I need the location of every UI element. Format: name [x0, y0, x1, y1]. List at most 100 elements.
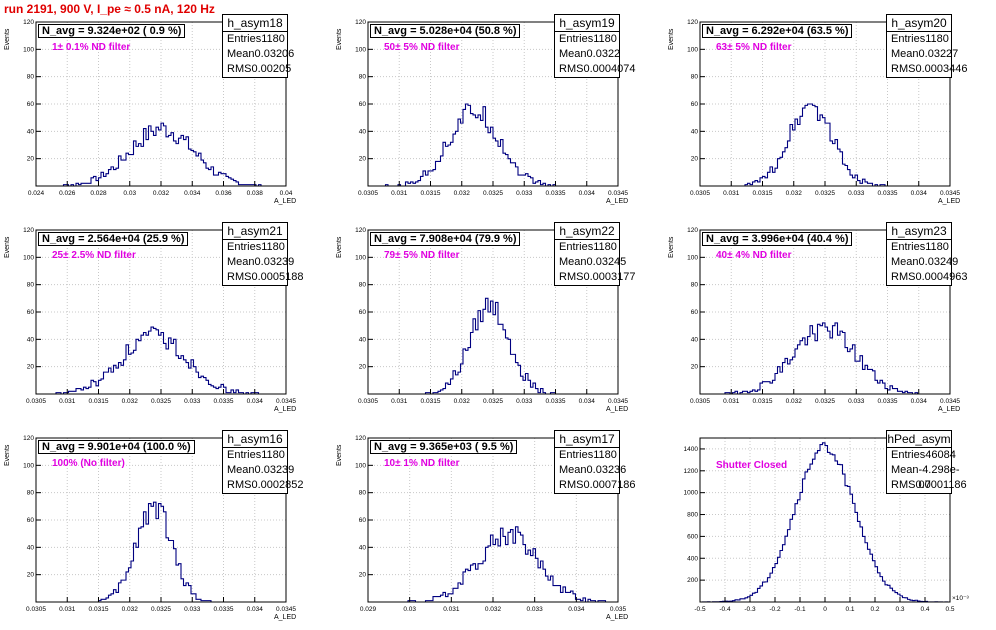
- y-tick-label: 120: [23, 435, 34, 442]
- x-tick-label: 0.032: [786, 190, 803, 197]
- mean-value: 0.03249: [918, 256, 959, 268]
- x-tick-label: 0.0335: [546, 190, 566, 197]
- x-tick-label: 0.0305: [690, 398, 710, 405]
- y-tick-label: 100: [23, 462, 34, 469]
- x-tick-label: 0.034: [911, 398, 928, 405]
- x-tick-label: 0.0315: [753, 190, 773, 197]
- histogram-name: h_asym23: [887, 223, 951, 240]
- x-tick-label: 0.04: [280, 190, 293, 197]
- x-tick-label: 0.033: [527, 606, 544, 613]
- x-tick-label: 0.0315: [89, 398, 109, 405]
- x-axis-label: A_LED: [274, 198, 297, 205]
- entries-value: 1180: [593, 33, 617, 45]
- x-tick-label: 0.031: [723, 398, 740, 405]
- x-tick-label: 0.2: [870, 606, 879, 613]
- filter-label: 79± 5% ND filter: [384, 250, 460, 261]
- x-tick-label: 0.0315: [421, 190, 441, 197]
- y-tick-label: 40: [691, 128, 699, 135]
- histogram-plot: 0.0305 0.031 0.0315 0.032 0.0325 0.033 0.0335 0…: [355, 19, 628, 197]
- rms-label: RMS: [891, 479, 916, 491]
- entries-value: 1180: [261, 449, 285, 461]
- histogram-name: h_asym22: [555, 223, 619, 240]
- x-tick-label: 0.0345: [276, 398, 296, 405]
- y-tick-label: 40: [359, 544, 367, 551]
- x-tick-label: -0.5: [694, 606, 706, 613]
- panel-h_asym16: 0.0305 0.031 0.0315 0.032 0.0325 0.033 0.0335 0…: [0, 430, 316, 630]
- mean-label: Mean: [891, 256, 919, 268]
- x-tick-label: 0.0335: [214, 606, 234, 613]
- y-axis-label: Events: [4, 236, 11, 258]
- histogram-line: [368, 526, 618, 603]
- x-tick-label: 0.029: [360, 606, 377, 613]
- x-tick-label: 0.031: [391, 398, 408, 405]
- run-title: run 2191, 900 V, I_pe ≈ 0.5 nA, 120 Hz: [4, 2, 215, 16]
- rms-value: 0.00205: [251, 63, 292, 75]
- panel-h_asym23: 0.0305 0.031 0.0315 0.032 0.0325 0.033 0.0335 0…: [664, 222, 980, 422]
- rms-label: RMS: [559, 479, 584, 491]
- rms-label: RMS: [891, 63, 916, 75]
- y-tick-label: 400: [687, 555, 698, 562]
- stats-box: h_asym23 Entries 1180 Mean 0.03249 RMS 0.00049…: [886, 222, 967, 286]
- y-tick-label: 60: [691, 309, 699, 316]
- x-tick-label: 0.033: [516, 190, 533, 197]
- entries-value: 1180: [261, 241, 285, 253]
- x-tick-label: 0.0305: [690, 190, 710, 197]
- histogram-line: [700, 322, 950, 395]
- entries-label: Entries: [227, 33, 262, 45]
- n-avg-label: N_avg = 5.028e+04 (50.8 %): [370, 24, 521, 38]
- stats-box: h_asym18 Entries 1180 Mean 0.03206 RMS 0.00205: [222, 14, 294, 78]
- y-tick-label: 120: [355, 227, 366, 234]
- x-axis-label: A_LED: [274, 614, 297, 621]
- entries-label: Entries: [891, 33, 926, 45]
- mean-value: 0.0322: [586, 48, 621, 60]
- x-tick-label: 0.034: [247, 606, 264, 613]
- rms-label: RMS: [227, 479, 252, 491]
- x-tick-label: 0.034: [579, 398, 596, 405]
- x-tick-label: 0.034: [568, 606, 585, 613]
- y-tick-label: 60: [27, 101, 35, 108]
- y-axis-label: Events: [668, 28, 675, 50]
- entries-label: Entries: [559, 449, 594, 461]
- y-axis-label: Events: [336, 28, 343, 50]
- y-tick-label: 40: [27, 544, 35, 551]
- rms-label: RMS: [227, 271, 252, 283]
- panel-h_asym17: 0.029 0.03 0.031 0.032 0.033 0.034 0.035 20 40 60…: [332, 430, 648, 630]
- x-tick-label: 0.031: [723, 190, 740, 197]
- mean-label: Mean: [891, 464, 919, 476]
- y-axis-label: Events: [668, 236, 675, 258]
- y-tick-label: 120: [23, 227, 34, 234]
- y-tick-label: 40: [691, 336, 699, 343]
- y-tick-label: 60: [359, 101, 367, 108]
- y-tick-label: 80: [359, 74, 367, 81]
- mean-label: Mean: [227, 48, 255, 60]
- panel-h_asym20: 0.0305 0.031 0.0315 0.032 0.0325 0.033 0.0335 0…: [664, 14, 980, 214]
- x-tick-label: 0.0335: [878, 398, 898, 405]
- y-tick-label: 120: [23, 19, 34, 26]
- panel-h_asym22: 0.0305 0.031 0.0315 0.032 0.0325 0.033 0.0335 0…: [332, 222, 648, 422]
- y-axis-label: Events: [336, 444, 343, 466]
- y-tick-label: 120: [687, 227, 698, 234]
- x-tick-label: 0.0315: [753, 398, 773, 405]
- x-tick-label: 0.031: [443, 606, 460, 613]
- x-tick-label: 0.031: [391, 190, 408, 197]
- y-tick-label: 120: [355, 19, 366, 26]
- y-tick-label: 60: [359, 309, 367, 316]
- y-axis-label: Events: [336, 236, 343, 258]
- n-avg-label: N_avg = 2.564e+04 (25.9 %): [38, 232, 189, 246]
- y-tick-label: 20: [359, 156, 367, 163]
- histogram-name: hPed_asym: [887, 432, 951, 448]
- histogram-name: h_asym17: [555, 431, 619, 448]
- y-tick-label: 20: [691, 156, 699, 163]
- histogram-name: h_asym16: [223, 431, 287, 448]
- y-tick-label: 80: [691, 282, 699, 289]
- filter-label: 10± 1% ND filter: [384, 458, 460, 469]
- x-tick-label: 0.0335: [878, 190, 898, 197]
- histogram-name: h_asym21: [223, 223, 287, 240]
- n-avg-label: N_avg = 9.901e+04 (100.0 %): [38, 440, 195, 454]
- y-tick-label: 60: [27, 309, 35, 316]
- y-tick-label: 40: [359, 336, 367, 343]
- entries-value: 1180: [925, 241, 949, 253]
- x-tick-label: 0.0305: [358, 398, 378, 405]
- rms-value: 0.0004963: [915, 271, 968, 283]
- x-tick-label: 0.032: [454, 398, 471, 405]
